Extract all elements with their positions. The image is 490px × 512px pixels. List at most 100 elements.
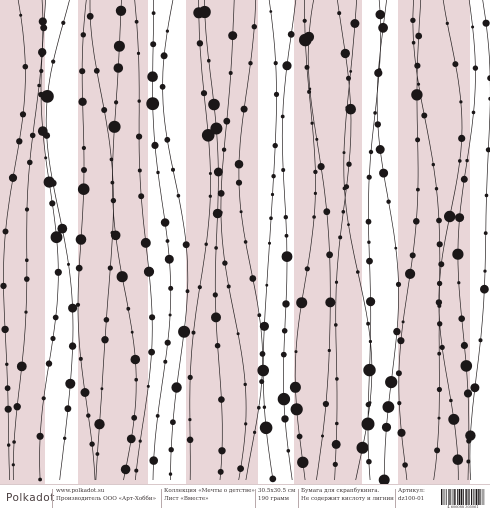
bead-dot <box>365 218 372 225</box>
bead-dot <box>472 65 479 71</box>
bead-dot <box>484 193 489 198</box>
bead-dot <box>100 387 104 391</box>
bead-dot <box>24 207 30 212</box>
article-info: Артикул: dz100-01 <box>398 488 425 503</box>
bead-dot <box>434 447 441 454</box>
bead-dot <box>327 348 331 353</box>
bead-dot <box>273 91 280 97</box>
bead-dot <box>41 396 46 401</box>
bead-dot <box>77 183 90 195</box>
bead-dot <box>1 325 9 334</box>
bead-dot <box>268 241 271 245</box>
bead-dot <box>146 384 150 388</box>
bead-dot <box>64 405 72 413</box>
bead-dot <box>449 398 453 403</box>
bead-dot <box>269 216 273 220</box>
bead-dot <box>251 24 257 30</box>
bead-dot <box>163 359 168 364</box>
bead-dot <box>165 239 170 243</box>
bead-dot <box>303 31 315 43</box>
bead-dot <box>136 51 141 56</box>
bead-dot <box>271 174 276 179</box>
bead-dot <box>25 258 29 263</box>
bead-dot <box>459 100 463 104</box>
bead-dot <box>436 217 442 224</box>
bead-dot <box>270 192 275 197</box>
bead-dot <box>168 447 174 453</box>
bead-dot <box>214 342 221 349</box>
bead-dot <box>402 462 408 468</box>
bead-dot <box>367 240 371 244</box>
barcode-number: 4 606088 305061 <box>447 505 479 509</box>
bead-dot <box>281 251 293 262</box>
bead-dot <box>137 99 141 103</box>
bead-dot <box>198 5 211 19</box>
bead-dot <box>337 11 342 16</box>
bead-dot <box>395 281 402 287</box>
string-line <box>189 0 211 481</box>
bead-dot <box>22 63 29 70</box>
bead-dot <box>65 378 76 389</box>
bead-dot <box>366 321 370 326</box>
bead-dot <box>444 210 456 223</box>
bead-dot <box>126 306 131 311</box>
bead-dot <box>149 456 158 465</box>
paper-type-text: Бумага для скрапбукинга. <box>301 488 380 494</box>
bead-dot <box>196 40 204 47</box>
string-line <box>367 0 382 481</box>
barcode-bar <box>449 489 451 505</box>
bead-dot <box>378 22 388 33</box>
bead-dot <box>321 434 324 438</box>
bead-dot <box>411 40 416 45</box>
bead-dot <box>265 283 269 287</box>
barcode-bar <box>448 489 449 505</box>
bead-dot <box>347 223 350 227</box>
collection-text: Коллекция «Мечты о детстве» <box>164 488 255 494</box>
bead-dots <box>0 5 490 484</box>
string-line <box>469 0 490 481</box>
bead-dot <box>134 19 139 24</box>
string-line <box>294 0 316 481</box>
bead-dot <box>334 323 338 327</box>
bead-dot <box>452 454 464 466</box>
bead-dot <box>365 401 371 408</box>
bead-dot <box>322 400 329 408</box>
bead-dot <box>191 330 196 335</box>
bead-dot <box>307 89 312 94</box>
bead-dot <box>304 266 310 272</box>
bead-dot <box>213 167 223 177</box>
bead-dot <box>350 19 360 28</box>
bead-dot <box>378 474 390 484</box>
bead-dot <box>437 321 443 327</box>
bead-dot <box>237 465 245 472</box>
bead-dot <box>317 163 325 171</box>
bead-dot <box>40 24 48 32</box>
barcode-bar <box>453 489 455 505</box>
paper-info: Бумага для скрапбукинга. Не содержит кис… <box>301 488 394 503</box>
bead-dot <box>346 75 351 81</box>
stripe <box>78 0 148 484</box>
bead-dot <box>259 379 265 385</box>
bead-dot <box>143 266 155 277</box>
bead-dot <box>269 10 273 13</box>
weight-text: 190 грамм <box>258 495 290 502</box>
barcode-bar <box>457 489 459 505</box>
bead-dot <box>363 363 376 377</box>
bead-dot <box>29 132 36 139</box>
bead-dot <box>379 168 389 178</box>
string-line <box>3 0 26 481</box>
bead-dot <box>164 339 171 346</box>
bead-dot <box>201 129 215 142</box>
bead-dot <box>49 200 56 207</box>
bead-dot <box>185 289 190 294</box>
bead-dot <box>218 396 225 403</box>
bead-dot <box>80 388 90 397</box>
bead-dot <box>304 64 310 70</box>
barcode-bar <box>471 489 473 505</box>
bead-dot <box>5 362 9 366</box>
bead-dot <box>212 292 218 298</box>
bead-dot <box>62 436 67 440</box>
bead-dot <box>465 430 476 441</box>
bead-dot <box>452 61 459 68</box>
bead-dot <box>160 218 170 227</box>
